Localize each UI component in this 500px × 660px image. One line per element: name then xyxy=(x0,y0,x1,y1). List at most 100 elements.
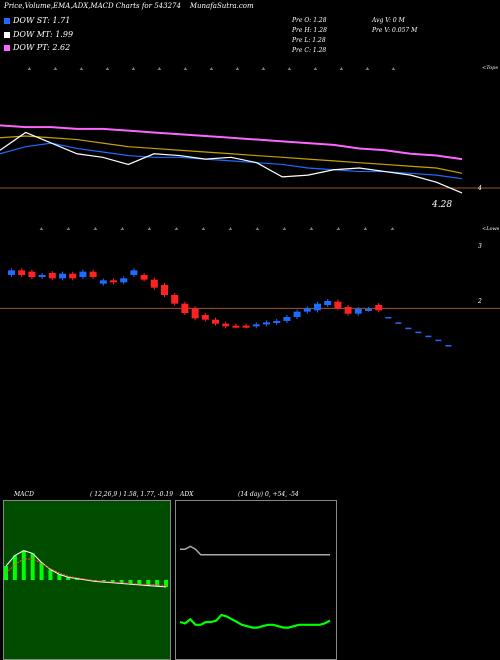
projection-dash xyxy=(425,335,432,338)
macd-params: ( 12,26,9 ) 1.58, 1.77, -0.19 xyxy=(90,491,174,498)
ema-line-2 xyxy=(0,142,463,180)
candle xyxy=(293,311,301,317)
stat-pre-open: Pre O: 1.28 xyxy=(292,17,327,24)
legend-dow-pt: DOW PT: 2.62 xyxy=(4,43,70,52)
legend-label-st: DOW ST: 1.71 xyxy=(13,16,71,25)
candle xyxy=(69,273,77,279)
adx-background xyxy=(175,500,337,660)
candle xyxy=(324,301,332,305)
stat-avg-volume: Avg V: 0 M xyxy=(372,17,405,24)
candle xyxy=(79,271,87,277)
adx-line xyxy=(180,545,330,556)
stat-pre-high: Pre H: 1.28 xyxy=(292,27,327,34)
price-tick-4: 4 xyxy=(477,185,482,192)
candle xyxy=(283,317,291,321)
candle xyxy=(28,271,36,277)
legend-swatch-st xyxy=(4,17,10,24)
candle xyxy=(171,295,179,304)
candle xyxy=(191,308,199,319)
legend-dow-mt: DOW MT: 1.99 xyxy=(4,30,73,39)
candle xyxy=(8,270,15,275)
projection-dash xyxy=(435,339,442,342)
candle xyxy=(263,322,270,325)
top-marker: A xyxy=(53,66,57,71)
site-name: MunafaSutra.com xyxy=(189,2,254,10)
legend-swatch-pt xyxy=(4,44,10,51)
candle xyxy=(150,279,158,288)
candle xyxy=(161,285,168,295)
candle xyxy=(181,303,189,313)
candle xyxy=(252,324,260,327)
candle xyxy=(303,308,311,312)
bottom-marker: A xyxy=(201,226,205,231)
adx-di-line xyxy=(179,613,331,629)
projection-dash xyxy=(385,317,392,319)
chart-title: Price,Volume,EMA,ADX,MACD Charts for 543… xyxy=(4,2,181,10)
candle xyxy=(59,273,66,279)
price-chart: A A A A A A A A A A A A A A A A A A A A A A A A A A A A A <Tops 4 4.… xyxy=(0,65,500,347)
candle xyxy=(365,309,372,311)
macd-line xyxy=(5,550,167,588)
ema-line-3 xyxy=(0,131,463,194)
candle xyxy=(273,321,281,323)
top-marker: A xyxy=(261,66,265,71)
bottom-marker: A xyxy=(228,226,232,231)
candle xyxy=(212,319,219,324)
bottom-marker: A xyxy=(174,226,178,231)
bottom-marker: A xyxy=(255,226,259,231)
projection-dash xyxy=(415,331,422,334)
ema-line-1 xyxy=(0,135,463,174)
top-marker: A xyxy=(365,66,369,71)
tops-axis-tag: <Tops xyxy=(482,65,498,71)
bottom-marker: A xyxy=(282,226,286,231)
adx-title: ADX xyxy=(180,491,194,498)
candle xyxy=(48,273,56,279)
macd-signal-line xyxy=(5,558,167,587)
candle-tick-3: 3 xyxy=(478,243,482,250)
top-marker: A xyxy=(391,66,395,71)
lows-axis-tag: <Lows xyxy=(482,226,500,232)
legend-label-pt: DOW PT: 2.62 xyxy=(13,43,71,52)
bottom-marker: A xyxy=(363,226,367,231)
candle xyxy=(375,305,383,311)
candle xyxy=(354,309,362,314)
bottom-marker: A xyxy=(336,226,340,231)
bottom-marker: A xyxy=(39,226,43,231)
candle xyxy=(38,275,46,277)
top-marker: A xyxy=(313,66,317,71)
legend-swatch-mt xyxy=(4,31,10,38)
top-marker: A xyxy=(183,66,187,71)
bottom-marker: A xyxy=(147,226,151,231)
legend-dow-st: DOW ST: 1.71 xyxy=(4,16,70,25)
chart-header: Price,Volume,EMA,ADX,MACD Charts for 543… xyxy=(4,2,254,10)
top-marker: A xyxy=(209,66,213,71)
bottom-marker: A xyxy=(93,226,97,231)
stat-pre-volume: Pre V: 0.057 M xyxy=(372,27,418,34)
top-marker: A xyxy=(105,66,109,71)
top-marker: A xyxy=(79,66,83,71)
candle xyxy=(314,303,321,311)
macd-title: MACD xyxy=(14,491,34,498)
adx-params: (14 day) 0, +54, -54 xyxy=(238,491,299,498)
candle xyxy=(99,280,107,284)
bottom-marker: A xyxy=(66,226,70,231)
candle-tick-2: 2 xyxy=(477,298,482,305)
candle xyxy=(242,325,250,328)
top-marker: A xyxy=(287,66,291,71)
candle xyxy=(222,323,230,327)
bottom-marker: A xyxy=(390,226,394,231)
top-marker: A xyxy=(157,66,161,71)
candle xyxy=(344,307,352,314)
legend-label-mt: DOW MT: 1.99 xyxy=(13,30,74,39)
candle xyxy=(130,270,138,275)
last-price-label: 4.28 xyxy=(431,200,452,210)
candle xyxy=(140,275,148,280)
candle xyxy=(89,271,97,277)
projection-dash xyxy=(445,345,452,347)
adx-chart xyxy=(175,500,337,660)
ema-line-0 xyxy=(0,124,463,161)
stat-pre-close: Pre C: 1.28 xyxy=(292,47,327,54)
bottom-marker: A xyxy=(309,226,313,231)
candle xyxy=(334,301,342,309)
candle xyxy=(120,278,128,283)
